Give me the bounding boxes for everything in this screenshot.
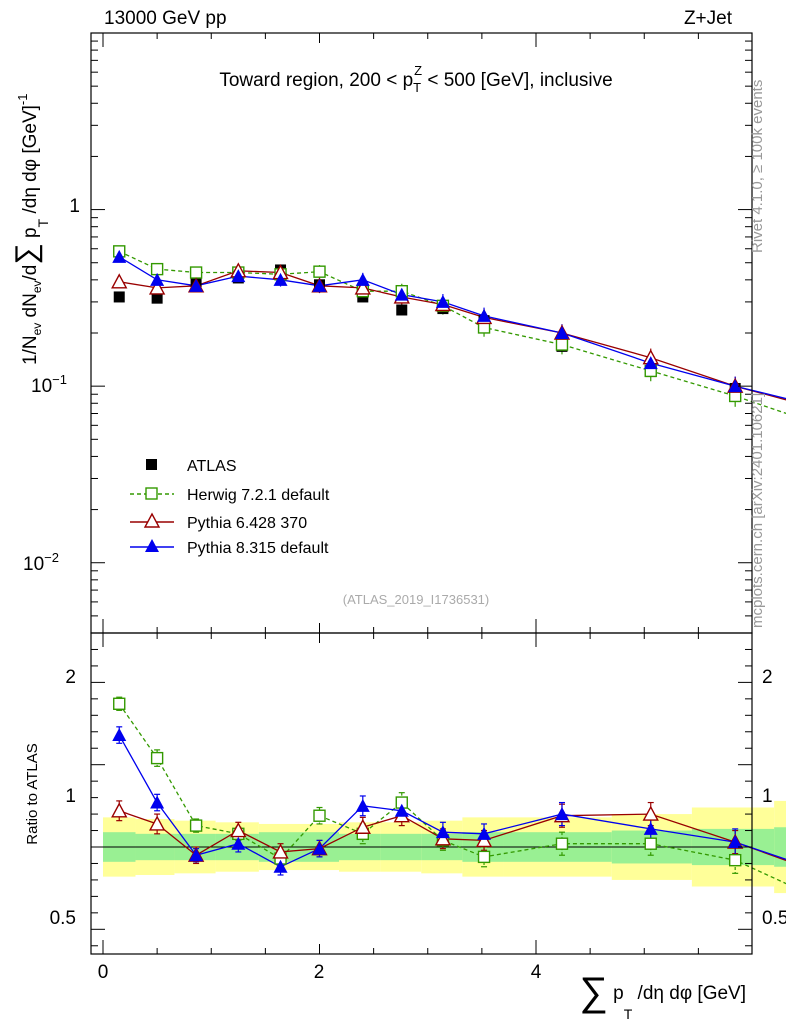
ratio-point-herwig	[150, 751, 164, 765]
ratio-ytick-label: 1	[65, 786, 76, 807]
ratio-plot	[90, 632, 786, 955]
ratio-plot-frame	[90, 632, 753, 955]
data-point-pythia8	[150, 272, 165, 286]
data-point-pythia8	[394, 287, 409, 301]
ratio-ytick-label-right: 0.5	[762, 908, 786, 929]
main-y-axis-label: 1/Nev dNev/d∑ pT /dη dφ [GeV]-1	[10, 94, 51, 365]
series-line-pythia8	[118, 256, 786, 400]
ratio-point-pythia6	[475, 831, 493, 848]
ratio-point-herwig	[644, 837, 657, 850]
data-point-atlas	[113, 291, 125, 303]
ratio-point-pythia6	[272, 843, 289, 859]
legend: ATLAS Herwig 7.2.1 default Pythia 6.428 …	[130, 458, 330, 557]
ratio-point-herwig	[189, 819, 203, 832]
xtick-label: 2	[314, 962, 325, 983]
data-point-pythia8	[312, 278, 327, 292]
main-ytick-label: 1	[69, 196, 80, 217]
ratio-point-pythia8	[150, 795, 165, 809]
ratio-point-pythia6	[434, 830, 452, 846]
ratio-point-pythia8	[355, 798, 370, 812]
xtick-label: 4	[531, 962, 542, 983]
ratio-point-pythia6	[111, 802, 128, 818]
ratio-point-herwig	[477, 850, 491, 864]
data-point-pythia8	[355, 272, 370, 286]
ratio-point-pythia6	[230, 822, 247, 838]
data-point-pythia8	[231, 269, 246, 283]
ratio-point-pythia8	[112, 728, 127, 742]
ratio-ytick-label-right: 1	[762, 786, 773, 807]
data-point-herwig	[313, 265, 326, 278]
main-ytick-label: 10−2	[23, 550, 59, 575]
data-point-pythia8	[643, 356, 658, 370]
legend-label-herwig: Herwig 7.2.1 default	[187, 487, 330, 504]
ratio-point-pythia8	[728, 835, 743, 849]
ratio-ytick-label: 0.5	[50, 908, 76, 929]
data-point-pythia8	[112, 249, 127, 263]
xtick-label: 0	[98, 962, 109, 983]
legend-marker-atlas	[146, 459, 157, 470]
process-label: Z+Jet	[684, 8, 733, 29]
data-point-pythia8	[554, 326, 569, 339]
plot-title: Toward region, 200 < pTZ < 500 [GeV], in…	[219, 63, 612, 95]
ratio-point-pythia8	[643, 821, 658, 835]
legend-marker-herwig	[145, 487, 158, 500]
ratio-point-pythia8	[554, 807, 569, 821]
data-point-herwig	[555, 338, 569, 351]
ratio-point-herwig	[313, 809, 326, 822]
data-point-pythia8	[477, 308, 492, 322]
ratio-ytick-label: 2	[65, 667, 76, 688]
ratio-point-pythia6	[354, 818, 371, 834]
ratio-point-herwig	[728, 853, 742, 867]
series-line-pythia6	[119, 270, 786, 401]
data-point-pythia8	[189, 278, 204, 292]
main-plot	[90, 32, 786, 634]
legend-label-atlas: ATLAS	[187, 458, 237, 475]
ratio-point-pythia6	[148, 815, 166, 831]
ratio-point-pythia8	[477, 826, 492, 840]
mcplots-label: mcplots.cern.ch [arXiv:2401.10621]	[749, 393, 766, 628]
analysis-reference: (ATLAS_2019_I1736531)	[343, 592, 489, 607]
x-axis-label: ∑ pT /dη dφ [GeV]	[579, 970, 746, 1022]
ratio-point-pythia8	[394, 803, 409, 817]
ratio-point-pythia8	[231, 836, 246, 850]
collision-label: 13000 GeV pp	[104, 8, 227, 29]
ratio-point-pythia8	[189, 848, 204, 862]
data-point-pythia6	[111, 273, 128, 289]
ratio-point-pythia8	[273, 859, 288, 873]
data-point-atlas	[396, 304, 408, 316]
ratio-point-pythia8	[312, 841, 327, 855]
data-point-herwig	[189, 266, 203, 279]
ratio-point-herwig	[555, 837, 569, 850]
legend-marker-pythia8	[145, 539, 159, 552]
ratio-y-axis-label: Ratio to ATLAS	[24, 743, 41, 844]
legend-marker-pythia6	[143, 512, 161, 528]
legend-label-pythia6: Pythia 6.428 370	[187, 515, 307, 532]
data-point-atlas	[151, 292, 163, 304]
data-point-pythia8	[273, 272, 288, 286]
rivet-version-label: Rivet 4.1.0, ≥ 100k events	[749, 80, 766, 253]
data-point-pythia6	[354, 279, 371, 295]
ratio-band-inner	[774, 827, 786, 867]
data-point-pythia8	[728, 379, 743, 393]
legend-label-pythia8: Pythia 8.315 default	[187, 540, 329, 557]
ratio-point-pythia8	[435, 825, 450, 839]
ratio-point-pythia6	[642, 805, 659, 821]
data-point-pythia6	[148, 279, 166, 295]
ratio-point-herwig	[113, 697, 126, 710]
ratio-ytick-label-right: 2	[762, 667, 773, 688]
main-ytick-label: 10−1	[31, 372, 67, 397]
data-point-pythia8	[435, 294, 450, 308]
